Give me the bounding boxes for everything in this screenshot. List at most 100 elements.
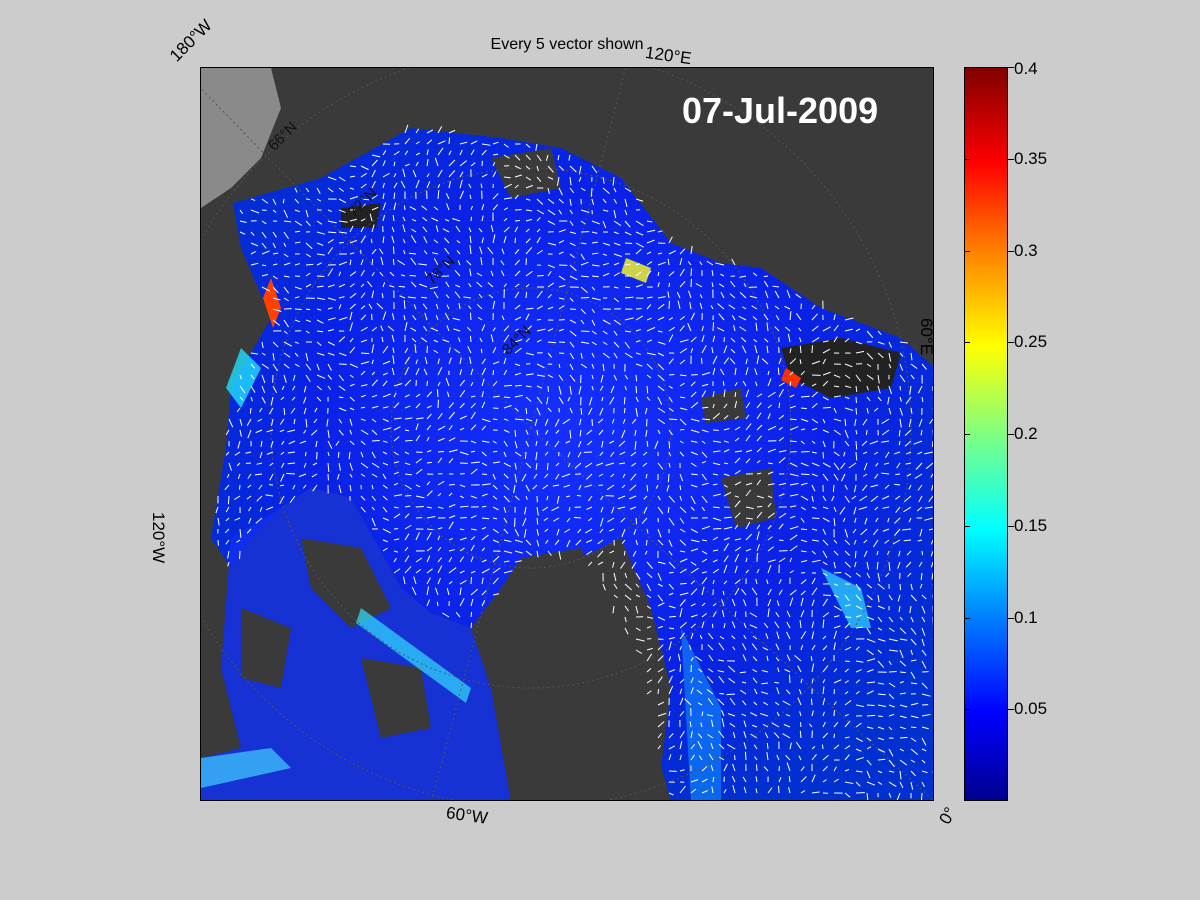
motion-vector bbox=[743, 786, 747, 794]
motion-vector bbox=[391, 368, 395, 376]
motion-vector bbox=[800, 370, 805, 376]
motion-vector bbox=[921, 713, 931, 717]
motion-vector bbox=[657, 303, 665, 310]
motion-vector bbox=[586, 506, 593, 510]
motion-vector bbox=[613, 272, 620, 277]
motion-vector bbox=[597, 561, 604, 566]
motion-vector bbox=[613, 253, 622, 257]
motion-vector bbox=[775, 315, 780, 321]
motion-vector bbox=[580, 209, 590, 213]
motion-vector bbox=[403, 300, 406, 310]
motion-vector bbox=[800, 678, 803, 684]
motion-vector bbox=[392, 215, 395, 222]
motion-vector bbox=[492, 234, 496, 244]
motion-vector bbox=[718, 743, 725, 750]
motion-vector bbox=[360, 418, 366, 422]
motion-vector bbox=[514, 384, 522, 387]
motion-vector bbox=[469, 194, 472, 200]
motion-vector bbox=[270, 396, 274, 406]
motion-vector bbox=[657, 261, 666, 266]
motion-vector bbox=[773, 732, 780, 739]
motion-vector bbox=[716, 327, 725, 332]
motion-vector bbox=[822, 462, 831, 468]
motion-vector bbox=[718, 756, 725, 761]
motion-vector bbox=[283, 319, 289, 328]
motion-vector bbox=[741, 345, 747, 354]
motion-vector bbox=[718, 659, 725, 662]
motion-vector bbox=[833, 561, 836, 569]
motion-vector bbox=[569, 176, 572, 186]
motion-vector bbox=[305, 198, 311, 201]
motion-vector bbox=[446, 588, 450, 596]
motion-vector bbox=[555, 462, 560, 467]
motion-vector bbox=[877, 572, 881, 582]
motion-vector bbox=[250, 396, 253, 402]
motion-vector bbox=[767, 425, 777, 431]
motion-vector bbox=[679, 506, 687, 514]
motion-vector bbox=[514, 237, 517, 244]
motion-vector bbox=[668, 733, 674, 739]
motion-vector bbox=[601, 396, 604, 402]
motion-vector bbox=[800, 506, 806, 511]
motion-vector bbox=[712, 536, 719, 541]
motion-vector bbox=[476, 281, 483, 288]
motion-vector bbox=[437, 358, 440, 365]
motion-vector bbox=[404, 484, 412, 490]
motion-vector bbox=[522, 517, 527, 527]
motion-vector bbox=[723, 491, 732, 497]
motion-vector bbox=[448, 137, 451, 145]
motion-vector bbox=[360, 183, 367, 189]
motion-vector bbox=[776, 687, 780, 695]
motion-vector bbox=[371, 194, 378, 200]
motion-vector bbox=[800, 590, 806, 596]
motion-vector bbox=[899, 583, 902, 591]
motion-vector bbox=[755, 322, 758, 332]
motion-vector bbox=[706, 714, 714, 717]
motion-vector bbox=[700, 722, 703, 728]
motion-vector bbox=[578, 165, 582, 175]
motion-vector bbox=[898, 605, 901, 613]
motion-vector bbox=[695, 656, 703, 662]
motion-vector bbox=[314, 407, 318, 413]
motion-vector bbox=[547, 270, 552, 277]
motion-vector bbox=[470, 528, 477, 531]
motion-vector bbox=[503, 418, 509, 421]
motion-vector bbox=[731, 776, 736, 783]
motion-vector bbox=[657, 374, 665, 382]
motion-vector bbox=[631, 418, 637, 424]
motion-vector bbox=[811, 345, 814, 354]
motion-vector bbox=[635, 363, 643, 367]
motion-vector bbox=[884, 539, 890, 544]
motion-vector bbox=[668, 685, 674, 695]
motion-vector bbox=[745, 358, 748, 365]
motion-vector bbox=[763, 622, 769, 629]
motion-vector bbox=[470, 544, 475, 552]
date-stamp: 07-Jul-2009 bbox=[682, 90, 879, 131]
motion-vector bbox=[392, 246, 395, 255]
motion-vector bbox=[371, 484, 374, 490]
motion-vector bbox=[888, 693, 895, 700]
longitude-label-60w: 60°W bbox=[444, 803, 489, 828]
motion-vector bbox=[437, 366, 443, 376]
motion-vector bbox=[822, 539, 829, 546]
motion-vector bbox=[360, 292, 366, 299]
motion-vector bbox=[602, 242, 610, 246]
motion-vector bbox=[767, 404, 772, 409]
motion-vector bbox=[928, 495, 933, 503]
motion-vector bbox=[711, 786, 714, 794]
motion-vector bbox=[481, 143, 491, 146]
motion-vector bbox=[426, 129, 434, 134]
motion-vector bbox=[756, 568, 760, 574]
motion-vector bbox=[610, 473, 615, 478]
motion-vector bbox=[404, 124, 409, 134]
motion-vector bbox=[402, 168, 406, 178]
motion-vector bbox=[492, 461, 501, 464]
motion-vector bbox=[811, 313, 818, 321]
motion-vector bbox=[469, 235, 472, 244]
motion-vector bbox=[750, 712, 758, 717]
motion-vector bbox=[888, 649, 898, 652]
motion-vector bbox=[621, 429, 626, 439]
motion-vector bbox=[514, 394, 524, 398]
motion-vector bbox=[756, 412, 762, 420]
motion-vector bbox=[338, 220, 348, 223]
